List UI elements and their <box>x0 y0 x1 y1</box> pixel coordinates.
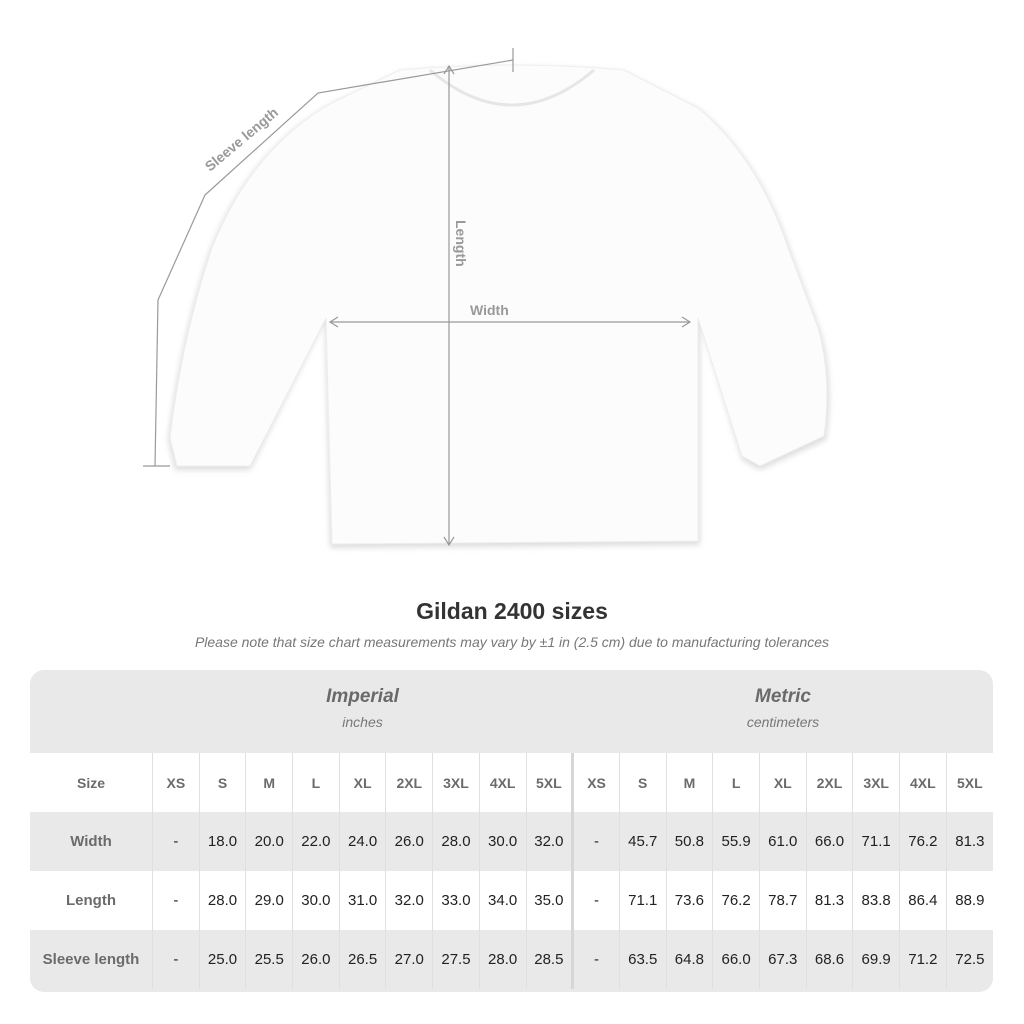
metric-size-header: 5XL <box>945 753 993 812</box>
metric-value-cell: 76.2 <box>712 871 760 930</box>
metric-value-cell: 71.2 <box>899 930 947 989</box>
metric-value-cell: - <box>571 812 620 871</box>
imperial-value-cell: 35.0 <box>525 871 573 930</box>
imperial-value-cell: - <box>152 930 200 989</box>
metric-value-cell: 72.5 <box>945 930 993 989</box>
shirt-diagram: Sleeve length Length Width <box>143 48 830 548</box>
size-table: Size XS S M L XL 2XL 3XL 4XL 5XL XS S M L XL 2XL 3XL 4XL 5… <box>30 753 993 989</box>
imperial-size-header: 2XL <box>385 753 433 812</box>
imperial-unit: inches <box>342 714 383 730</box>
imperial-size-header: L <box>292 753 340 812</box>
imperial-size-header: S <box>198 753 246 812</box>
imperial-value-cell: 32.0 <box>385 871 433 930</box>
page-title: Gildan 2400 sizes <box>416 598 608 624</box>
imperial-value-cell: 30.0 <box>478 812 526 871</box>
metric-value-cell: 63.5 <box>618 930 667 989</box>
imperial-value-cell: 26.5 <box>338 930 386 989</box>
imperial-value-cell: 26.0 <box>385 812 433 871</box>
width-label: Width <box>470 302 509 318</box>
imperial-value-cell: 28.0 <box>198 871 246 930</box>
shirt-body <box>169 64 828 545</box>
metric-size-header: 3XL <box>852 753 900 812</box>
metric-value-cell: 55.9 <box>712 812 760 871</box>
metric-value-cell: 71.1 <box>852 812 900 871</box>
metric-value-cell: 61.0 <box>758 812 807 871</box>
imperial-value-cell: 28.5 <box>525 930 573 989</box>
imperial-value-cell: 32.0 <box>525 812 573 871</box>
imperial-value-cell: 18.0 <box>198 812 246 871</box>
metric-value-cell: 45.7 <box>618 812 667 871</box>
metric-group-header: Metric centimeters <box>573 686 993 730</box>
metric-unit: centimeters <box>746 714 820 730</box>
imperial-value-cell: 28.0 <box>432 812 480 871</box>
imperial-value-cell: 27.5 <box>432 930 480 989</box>
imperial-size-header: 5XL <box>525 753 573 812</box>
row-label: Width <box>30 812 153 871</box>
imperial-value-cell: 25.0 <box>198 930 246 989</box>
metric-value-cell: 69.9 <box>852 930 900 989</box>
metric-value-cell: 81.3 <box>945 812 993 871</box>
metric-value-cell: 67.3 <box>758 930 807 989</box>
metric-size-header: 2XL <box>805 753 853 812</box>
imperial-value-cell: 30.0 <box>292 871 340 930</box>
imperial-size-header: 3XL <box>432 753 480 812</box>
metric-size-header: S <box>618 753 667 812</box>
imperial-value-cell: 29.0 <box>245 871 293 930</box>
imperial-group-header: Imperial inches <box>152 686 573 730</box>
metric-value-cell: 73.6 <box>665 871 713 930</box>
imperial-value-cell: 20.0 <box>245 812 293 871</box>
shirt-collar <box>429 68 595 107</box>
metric-size-header: L <box>712 753 760 812</box>
imperial-value-cell: 28.0 <box>478 930 526 989</box>
metric-size-header: 4XL <box>899 753 947 812</box>
imperial-value-cell: 25.5 <box>245 930 293 989</box>
imperial-size-header: XL <box>338 753 386 812</box>
imperial-value-cell: 27.0 <box>385 930 433 989</box>
metric-value-cell: 76.2 <box>899 812 947 871</box>
imperial-value-cell: 33.0 <box>432 871 480 930</box>
table-row: Length -28.0 29.0 30.0 31.0 32.0 33.0 34.0 35.0-… <box>30 871 993 930</box>
metric-value-cell: 78.7 <box>758 871 807 930</box>
imperial-heading: Imperial <box>326 686 399 707</box>
imperial-size-header: XS <box>152 753 200 812</box>
metric-size-header: XL <box>758 753 807 812</box>
metric-value-cell: 88.9 <box>945 871 993 930</box>
metric-value-cell: 86.4 <box>899 871 947 930</box>
imperial-size-header: 4XL <box>478 753 526 812</box>
metric-value-cell: - <box>571 930 620 989</box>
sleeve-measure-line <box>154 59 514 467</box>
length-label: Length <box>453 220 469 267</box>
size-header-row: Size XS S M L XL 2XL 3XL 4XL 5XL XS S M L XL 2XL 3XL 4XL 5… <box>30 753 993 812</box>
imperial-value-cell: 22.0 <box>292 812 340 871</box>
metric-value-cell: 66.0 <box>712 930 760 989</box>
table-row: Width -18.0 20.0 22.0 24.0 26.0 28.0 30.0 32.0-4… <box>30 812 993 871</box>
metric-size-header: M <box>665 753 713 812</box>
imperial-value-cell: 31.0 <box>338 871 386 930</box>
metric-value-cell: 66.0 <box>805 812 853 871</box>
size-row-label: Size <box>30 753 153 812</box>
metric-value-cell: 71.1 <box>618 871 667 930</box>
metric-value-cell: - <box>571 871 620 930</box>
metric-heading: Metric <box>755 686 811 707</box>
metric-value-cell: 50.8 <box>665 812 713 871</box>
metric-value-cell: 64.8 <box>665 930 713 989</box>
imperial-size-header: M <box>245 753 293 812</box>
tolerance-note: Please note that size chart measurements… <box>194 634 830 650</box>
imperial-value-cell: - <box>152 871 200 930</box>
metric-size-header: XS <box>571 753 620 812</box>
row-label: Sleeve length <box>30 930 153 989</box>
table-row: Sleeve length -25.0 25.5 26.0 26.5 27.0 27.5 28… <box>30 930 993 989</box>
imperial-value-cell: 24.0 <box>338 812 386 871</box>
size-table-panel: Imperial inches Metric centimeters Size X… <box>30 670 993 992</box>
imperial-value-cell: - <box>152 812 200 871</box>
row-label: Length <box>30 871 153 930</box>
metric-value-cell: 83.8 <box>852 871 900 930</box>
metric-value-cell: 68.6 <box>805 930 853 989</box>
imperial-value-cell: 26.0 <box>292 930 340 989</box>
metric-value-cell: 81.3 <box>805 871 853 930</box>
imperial-value-cell: 34.0 <box>478 871 526 930</box>
